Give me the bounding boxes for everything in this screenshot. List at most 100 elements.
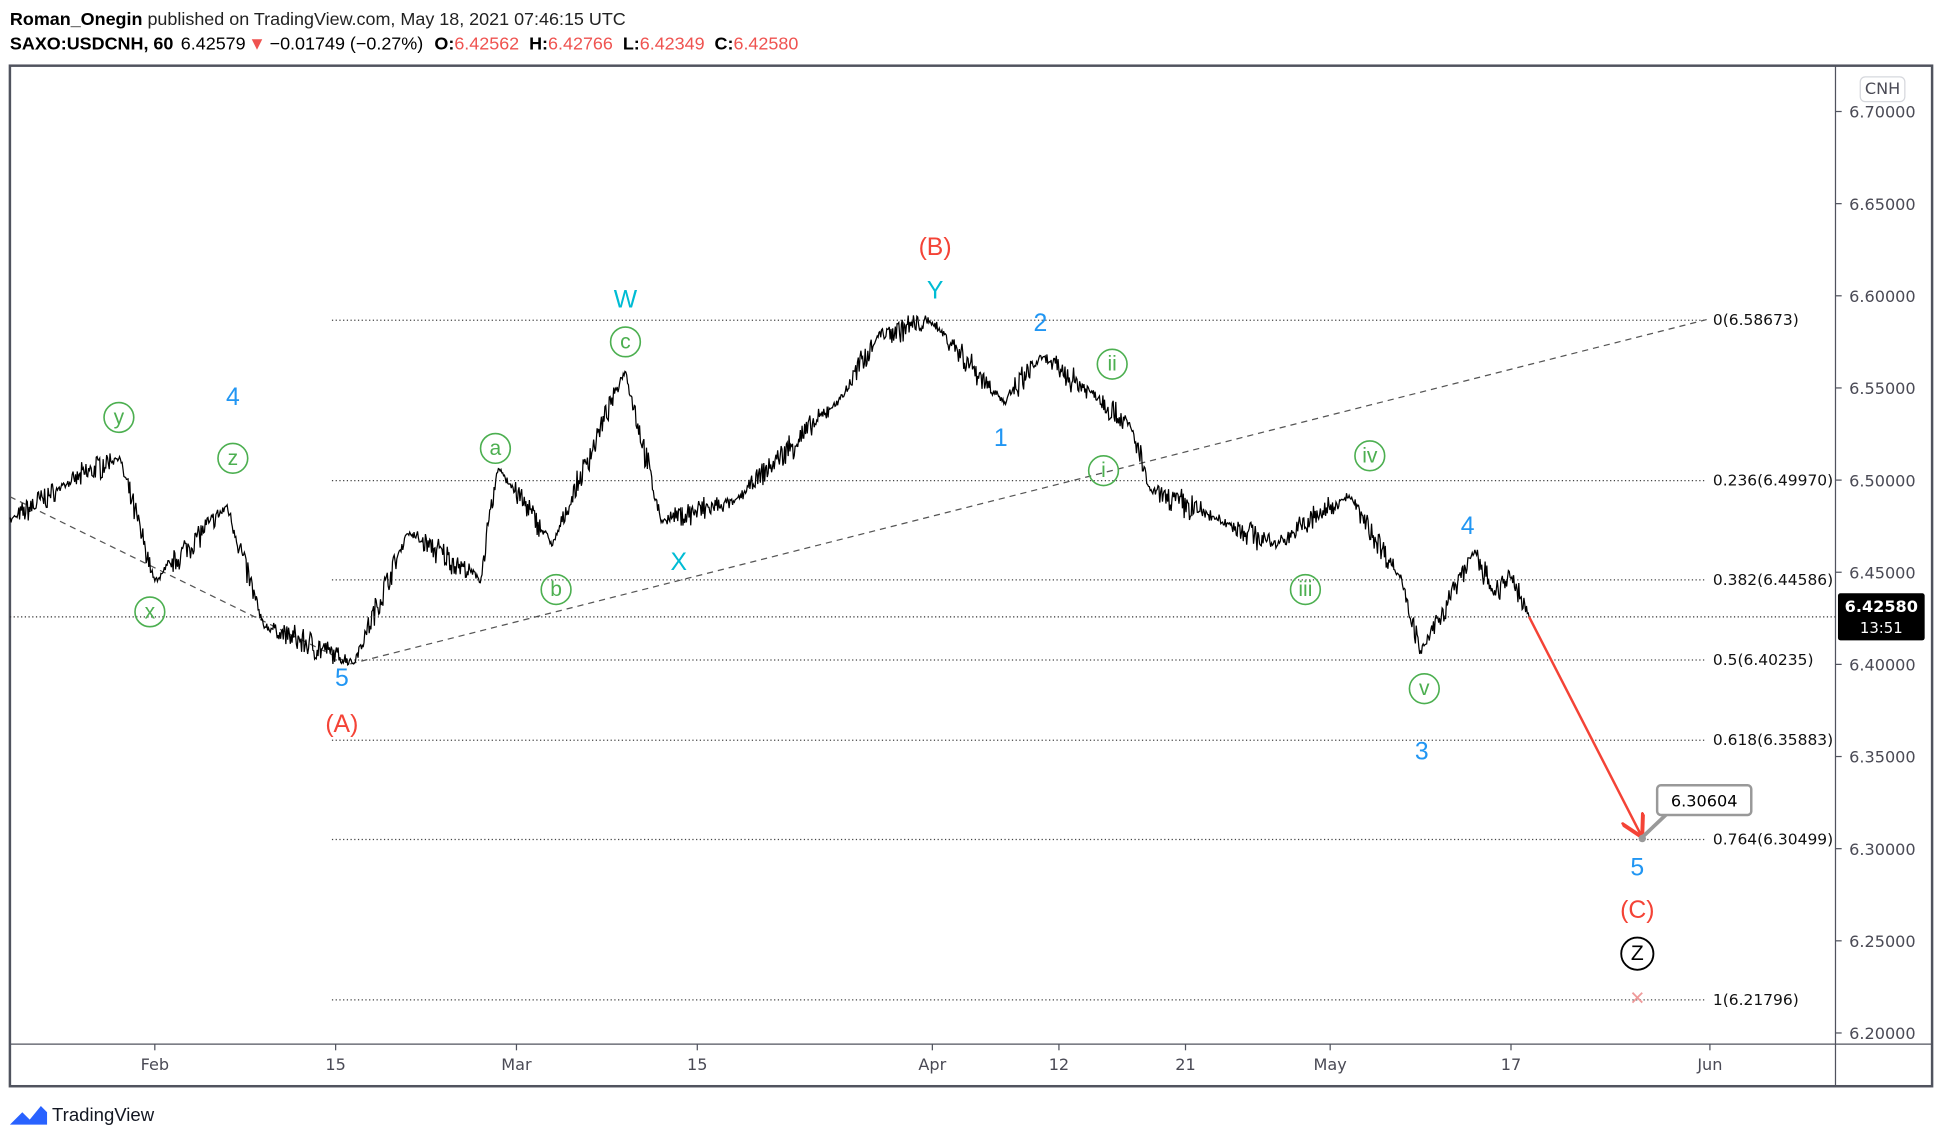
wave-c[interactable]: c: [609, 326, 642, 358]
wave-ii-text: ii: [1108, 353, 1117, 376]
author: Roman_Onegin: [10, 9, 143, 29]
chart-frame: [8, 64, 1934, 1088]
wave-4-left[interactable]: 4: [226, 384, 240, 411]
wave-labels[interactable]: (B) Y W X 2 4 1 4 5 (A) 3 5 (C) × Z c ii y…: [103, 234, 1655, 1012]
wave-3[interactable]: 3: [1415, 738, 1429, 765]
wave-x-text: x: [145, 600, 156, 623]
wave-a-text: a: [490, 437, 502, 460]
wave-v[interactable]: v: [1408, 672, 1440, 705]
wave-B[interactable]: (B): [919, 234, 952, 261]
target-point: [1638, 834, 1646, 843]
fib-level-label: 0(6.58673): [1713, 311, 1799, 329]
wave-iv[interactable]: iv: [1354, 440, 1386, 472]
last-price: 6.42579: [181, 34, 246, 54]
target-value: 6.30604: [1671, 791, 1738, 810]
wave-b[interactable]: b: [540, 573, 572, 606]
triangle-down-icon: ▼: [248, 34, 266, 54]
close-value: 6.42580: [733, 34, 798, 54]
wave-1[interactable]: 1: [994, 425, 1008, 452]
wave-z-text: z: [228, 447, 239, 470]
change: −0.01749 (−0.27%): [270, 34, 424, 54]
wave-A[interactable]: (A): [325, 711, 358, 738]
target-callout[interactable]: 6.30604: [1638, 784, 1753, 843]
y-tick-label: 6.60000: [1849, 287, 1916, 306]
target-box: [1655, 784, 1753, 817]
wave-5-left[interactable]: 5: [335, 665, 349, 692]
wave-ii[interactable]: ii: [1096, 348, 1128, 380]
wave-5-right[interactable]: 5: [1630, 855, 1644, 882]
wave-4-right[interactable]: 4: [1461, 513, 1475, 540]
x-tick-label: 15: [687, 1055, 707, 1074]
wave-X[interactable]: X: [670, 549, 687, 576]
open-value: 6.42562: [454, 34, 519, 54]
low-value: 6.42349: [640, 34, 705, 54]
wave-W[interactable]: W: [614, 286, 638, 313]
x-tick-label: Mar: [501, 1055, 532, 1074]
fib-level-label: 0.382(6.44586): [1713, 571, 1833, 589]
wave-a[interactable]: a: [479, 432, 512, 465]
currency-badge[interactable]: [1859, 76, 1906, 103]
high-label: H:: [529, 34, 548, 54]
publish-info: published on TradingView.com, May 18, 20…: [142, 9, 625, 29]
wave-v-text: v: [1419, 677, 1430, 700]
high-value: 6.42766: [548, 34, 613, 54]
wave-Y[interactable]: Y: [927, 278, 944, 305]
y-tick-label: 6.70000: [1849, 103, 1916, 122]
wave-b-text: b: [550, 578, 562, 601]
y-tick-label: 6.35000: [1849, 748, 1916, 767]
wave-iii[interactable]: iii: [1289, 573, 1322, 606]
wave-y[interactable]: y: [103, 401, 135, 434]
tradingview-logo-icon: [9, 1106, 48, 1125]
fib-level-label: 0.5(6.40235): [1713, 651, 1814, 669]
y-tick-label: 6.65000: [1849, 195, 1916, 214]
x-tick-label: 12: [1049, 1055, 1069, 1074]
publish-line: Roman_Onegin published on TradingView.co…: [10, 9, 626, 29]
currency-badge-label: CNH: [1865, 79, 1900, 98]
x-tick-label: Feb: [141, 1055, 170, 1074]
fib-level-label: 0.618(6.35883): [1713, 731, 1833, 749]
wave-Z-text: Z: [1631, 942, 1644, 965]
wave-C[interactable]: (C): [1620, 897, 1654, 924]
open-label: O:: [434, 34, 454, 54]
y-tick-label: 6.40000: [1849, 656, 1916, 675]
x-tick-label: Jun: [1696, 1055, 1722, 1074]
y-tick-label: 6.20000: [1849, 1024, 1916, 1043]
wave-iii-text: iii: [1298, 578, 1312, 601]
fib-retracement[interactable]: 0(6.58673) 0.236(6.49970) 0.382(6.44586) 0.…: [331, 311, 1833, 1009]
projection-arrow[interactable]: [1527, 616, 1641, 835]
wave-c-text: c: [620, 330, 631, 353]
symbol: SAXO:USDCNH, 60: [10, 34, 173, 54]
y-tick-label: 6.55000: [1849, 379, 1916, 398]
x-tick-label: Apr: [918, 1055, 946, 1074]
wave-z[interactable]: z: [217, 442, 249, 474]
countdown: 13:51: [1860, 619, 1903, 637]
wave-iv-text: iv: [1362, 444, 1378, 467]
y-tick-label: 6.30000: [1849, 840, 1916, 859]
fib-level-label: 0.764(6.30499): [1713, 830, 1833, 848]
footer-brand: TradingView: [52, 1104, 155, 1125]
x-tick-label: 17: [1501, 1055, 1521, 1074]
wave-x[interactable]: x: [134, 596, 166, 628]
price-line: [9, 314, 1530, 666]
fib-level-label: 1(6.21796): [1713, 991, 1799, 1009]
wave-i-text: i: [1101, 459, 1106, 482]
current-price-value: 6.42580: [1845, 597, 1918, 616]
cross-marker[interactable]: ×: [1630, 985, 1644, 1012]
x-tick-label: 21: [1175, 1055, 1195, 1074]
price-axis[interactable]: 6.70000 6.65000 6.60000 6.55000 6.50000 6.450…: [1835, 103, 1916, 1043]
current-price-box: [1837, 593, 1925, 641]
wave-Z[interactable]: Z: [1620, 936, 1655, 971]
low-label: L:: [623, 34, 640, 54]
fib-level-label: 0.236(6.49970): [1713, 472, 1833, 490]
y-tick-label: 6.50000: [1849, 471, 1916, 490]
wave-i[interactable]: i: [1087, 455, 1120, 487]
wave-2[interactable]: 2: [1033, 310, 1047, 337]
time-axis[interactable]: Feb 15 Mar 15 Apr 12 21 May 17 Jun: [141, 1044, 1723, 1074]
wave-y-text: y: [114, 406, 125, 429]
close-label: C:: [715, 34, 734, 54]
x-tick-label: May: [1314, 1055, 1348, 1074]
y-tick-label: 6.45000: [1849, 563, 1916, 582]
price-series: [9, 314, 1530, 666]
ohlc-line: SAXO:USDCNH, 60 6.42579 ▼ −0.01749 (−0.27%)…: [10, 34, 798, 54]
